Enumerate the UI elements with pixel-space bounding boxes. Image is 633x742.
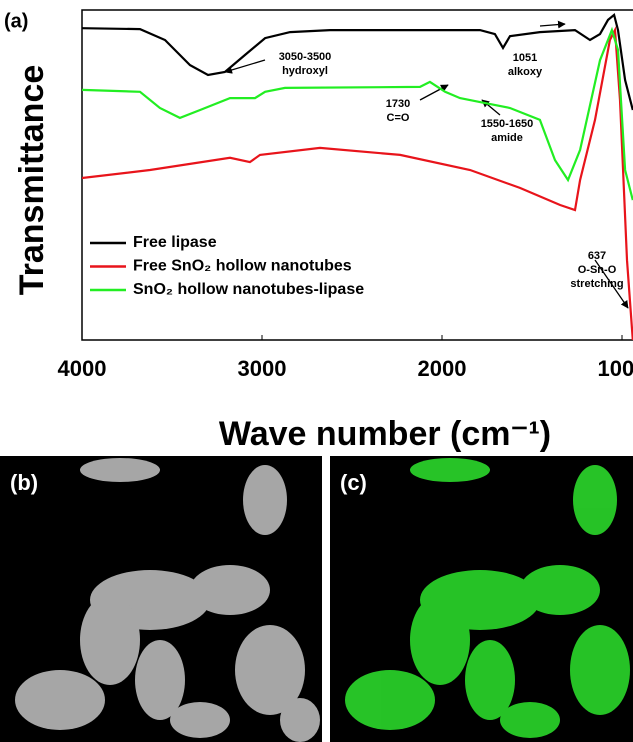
panel-c: (c) [330, 456, 633, 742]
x-axis-label: Wave number (cm⁻¹) [219, 415, 551, 453]
annotations [224, 20, 629, 309]
annotation: hydroxyl [282, 65, 328, 77]
panel-label: (b) [10, 470, 38, 495]
panel-label: (c) [340, 470, 367, 495]
legend-label: Free SnO₂ hollow nanotubes [133, 258, 352, 275]
series-line [82, 12, 633, 111]
annotation: 1730 [386, 98, 410, 110]
x-tick-label: 2000 [418, 356, 467, 381]
annotation: C=O [387, 112, 410, 124]
x-tick-label: 3000 [238, 356, 287, 381]
x-tick-label: 1000 [598, 356, 633, 381]
annotation: 1051 [513, 52, 537, 64]
annotation: 1550-1650 [481, 118, 534, 130]
legend-label: Free lipase [133, 234, 217, 251]
x-tick-label: 4000 [58, 356, 107, 381]
annotation: 637 [588, 250, 606, 262]
panel-b: (b) [0, 456, 322, 742]
series-line [82, 26, 633, 201]
plot-frame [81, 9, 633, 341]
annotation: amide [491, 132, 523, 144]
annotation: O-Sn-O [578, 264, 617, 276]
panel-label: (a) [4, 10, 28, 32]
legend-label: SnO₂ hollow nanotubes-lipase [133, 281, 364, 298]
annotation: 3050-3500 [279, 51, 332, 63]
plot-lines [82, 12, 633, 340]
annotation: alkoxy [508, 66, 543, 78]
y-axis-label: Transmittance [13, 65, 51, 296]
annotation: stretching [570, 278, 623, 290]
